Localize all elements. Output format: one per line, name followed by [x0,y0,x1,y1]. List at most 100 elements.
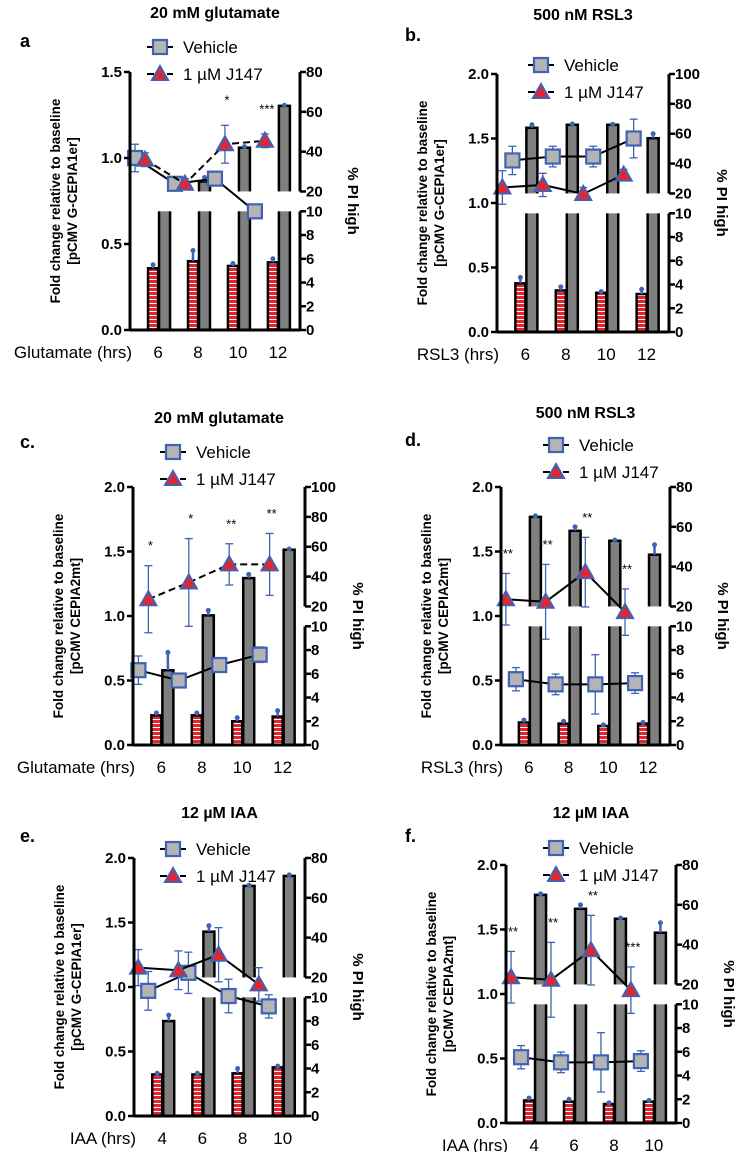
right-tick-label: 6 [675,253,683,270]
bar-vehicle-pi [605,123,620,334]
panel-title: 20 mM glutamate [154,410,284,427]
bar-j147-error-cap [517,274,523,280]
bar-vehicle-error-cap [578,902,583,908]
axis-break-gap [596,606,623,627]
legend-vehicle-square-icon [547,436,565,454]
panel-e: 12 µM IAA e. 0.0 0.5 1.0 1.5 2.0 0 2 4 6 8 10 20 40 60 8… [20,805,366,1148]
right-tick-label: 10 [306,203,323,220]
bar-vehicle-error-cap [538,891,544,897]
bar-j147-error-cap [606,1100,612,1106]
right-tick-label: 20 [311,598,328,615]
right-tick-label: 60 [682,897,699,914]
x-tick-label: 10 [228,343,247,362]
x-tick-label: 6 [521,345,530,364]
bar-j147-error-cap [566,1096,572,1102]
bar-vehicle-error-cap [610,121,616,127]
left-tick-label: 0.5 [104,673,125,690]
significance-stars: ** [226,516,236,531]
right-y-axis-label: % PI high [720,960,737,1028]
vehicle-point [260,998,277,1015]
x-tick-label: 10 [233,758,252,777]
legend-vehicle-label: Vehicle [579,839,634,858]
right-tick-label: 80 [311,509,328,526]
left-tick-label: 1.5 [477,922,498,939]
left-y-axis-label: Fold change relative to baseline [52,884,67,1089]
bar-j147-pi [517,721,531,747]
x-axis-label: Glutamate (hrs) [14,343,132,362]
j147-point [219,554,239,572]
j147-point [535,591,556,609]
left-y-axis-sublabel: [pCMV G-CEPIA1er] [65,137,80,265]
right-tick-label: 100 [311,479,336,496]
right-tick-label: 4 [306,275,315,292]
axis-break-gap [553,193,580,214]
right-tick-label: 40 [675,156,692,173]
left-tick-label: 1.0 [101,150,122,167]
left-tick-label: 1.0 [477,986,498,1003]
x-axis-label: RSL3 (hrs) [421,758,503,777]
legend-vehicle-square-icon [151,38,169,56]
left-y-axis-sublabel: [pCMV CEPIA2mt] [68,558,83,674]
axis-break-gap [634,193,661,214]
legend-vehicle-label: Vehicle [196,840,251,859]
bar-vehicle-pi [157,200,172,332]
right-tick-label: 8 [306,227,314,244]
legend-j147-triangle-icon [150,63,170,81]
x-axis-label: Glutamate (hrs) [17,758,135,777]
panel-title: 12 µM IAA [553,805,630,822]
bar-j147-error-cap [150,262,156,268]
bar-vehicle-error-cap [650,131,656,137]
right-tick-label: 8 [675,229,683,246]
bar-vehicle-error-cap [165,649,171,655]
x-tick-label: 8 [564,758,573,777]
j147-point [613,164,634,182]
panel-letter: f. [405,826,416,846]
left-tick-label: 1.5 [468,131,489,148]
j147-point [135,149,155,167]
left-tick-label: 0.0 [468,324,489,341]
right-tick-label: 6 [311,666,319,683]
right-tick-label: 80 [675,96,692,113]
j147-line [138,953,260,986]
left-tick-label: 0.0 [477,1115,498,1132]
bar-vehicle-error-cap [569,121,575,127]
axis-break-gap [265,191,292,212]
bar-j147-pi [562,1100,576,1125]
panel-letter: c. [20,432,35,452]
bar-j147-pi [226,264,240,332]
bar-j147-error-cap [526,1095,532,1101]
j147-point [573,183,593,201]
panel-b: 500 nM RSL3 b. 0.0 0.5 1.0 1.5 2.0 0 2 4 6 8 10 20 40 6… [405,7,730,364]
bar-vehicle-pi [646,136,660,334]
bar-vehicle-pi [277,104,292,332]
j147-point [208,944,229,962]
panel-f: 12 µM IAAf.*********0.00.51.01.52.002468… [405,805,737,1155]
x-tick-label: 12 [273,758,292,777]
right-y-axis-label: % PI high [349,582,366,650]
j147-point [259,554,280,572]
bar-j147-pi [635,292,648,334]
legend: Vehicle 1 µM J147 [160,443,276,489]
right-tick-label: 40 [306,144,323,161]
bar-vehicle-pi [568,529,582,747]
right-tick-label: 6 [676,666,684,683]
left-y-axis-label: Fold change relative to baseline [48,98,63,303]
bar-j147-pi [514,282,527,334]
right-tick-label: 2 [676,713,684,730]
legend-vehicle-square-icon [547,839,565,857]
right-tick-label: 2 [311,1084,319,1101]
j147-point [249,974,269,992]
bar-vehicle-error-cap [286,546,292,552]
bar-j147-error-cap [521,717,527,723]
bar-vehicle-error-cap [202,175,207,181]
legend: Vehicle 1 µM J147 [147,38,263,84]
right-tick-label: 6 [311,1037,319,1054]
axis-break-gap [641,984,668,1005]
legend-vehicle-square-icon [532,56,550,74]
panel-letter: d. [405,430,421,450]
left-tick-label: 1.5 [104,544,125,561]
legend-j147-triangle-icon [163,865,183,883]
bar-j147-error-cap [194,710,200,716]
bar-vehicle-error-cap [657,920,663,926]
